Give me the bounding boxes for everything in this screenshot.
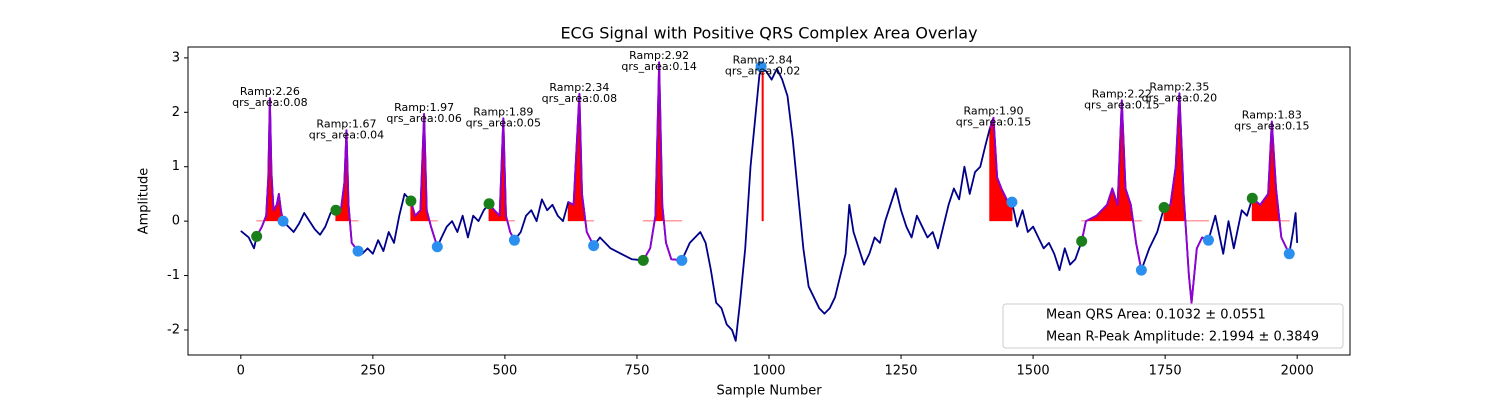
- marker: [1158, 202, 1170, 214]
- y-tick-label: 1: [172, 159, 180, 174]
- marker: [330, 204, 342, 216]
- annotation-line: qrs_area:0.06: [386, 112, 461, 125]
- x-tick-label: 1250: [884, 364, 917, 379]
- x-axis-label: Sample Number: [716, 384, 822, 399]
- annotation-line: Ramp:1.90: [963, 105, 1023, 118]
- marker: [483, 198, 495, 210]
- annotation-line: qrs_area:0.15: [1084, 98, 1159, 111]
- marker: [508, 234, 520, 246]
- annotation-line: qrs_area:0.15: [1234, 120, 1309, 133]
- y-tick-label: 3: [172, 50, 180, 65]
- annotation-line: qrs_area:0.08: [232, 96, 307, 109]
- y-tick-label: 0: [172, 214, 180, 229]
- marker: [637, 254, 649, 266]
- annotation-line: Ramp:1.67: [316, 117, 376, 130]
- y-tick-label: -2: [167, 322, 180, 337]
- chart-title: ECG Signal with Positive QRS Complex Are…: [560, 24, 977, 43]
- marker: [755, 61, 767, 73]
- annotation-line: qrs_area:0.20: [1142, 91, 1217, 104]
- marker: [277, 215, 289, 227]
- annotation-line: qrs_area:0.15: [956, 116, 1031, 129]
- annotation-line: qrs_area:0.05: [466, 116, 541, 129]
- x-tick-label: 1500: [1017, 364, 1050, 379]
- x-tick-label: 2000: [1281, 364, 1314, 379]
- marker: [1135, 264, 1147, 276]
- annotation-line: Ramp:1.89: [473, 105, 533, 118]
- marker: [431, 241, 443, 253]
- marker: [405, 195, 417, 207]
- legend-entry: Mean R-Peak Amplitude: 2.1994 ± 0.3849: [1046, 330, 1319, 345]
- marker: [588, 240, 600, 252]
- annotation-line: Ramp:2.26: [240, 85, 300, 98]
- marker: [676, 254, 688, 266]
- marker: [1006, 196, 1018, 208]
- x-tick-label: 750: [625, 364, 650, 379]
- annotation-line: Ramp:1.97: [394, 101, 454, 114]
- legend-entry: Mean QRS Area: 0.1032 ± 0.0551: [1046, 308, 1266, 323]
- annotation-line: Ramp:2.92: [629, 49, 689, 62]
- plot-area: [240, 61, 1299, 342]
- y-tick-label: 2: [172, 105, 180, 120]
- x-tick-label: 1750: [1149, 364, 1182, 379]
- marker: [251, 230, 263, 242]
- legend-box: [1002, 303, 1344, 349]
- marker: [352, 245, 364, 257]
- y-tick-label: -1: [167, 268, 180, 283]
- x-tick-label: 250: [360, 364, 385, 379]
- y-axis-label: Amplitude: [137, 168, 152, 235]
- marker: [1246, 192, 1258, 204]
- marker: [1202, 234, 1214, 246]
- annotation-line: qrs_area:0.04: [309, 128, 384, 141]
- axes-frame: [187, 46, 1351, 356]
- annotation-line: qrs_area:0.02: [725, 65, 800, 78]
- annotation-line: qrs_area:0.14: [621, 60, 696, 73]
- x-tick-label: 500: [492, 364, 517, 379]
- annotation-line: qrs_area:0.08: [542, 92, 617, 105]
- annotation-line: Ramp:1.83: [1242, 109, 1302, 122]
- annotation-line: Ramp:2.84: [733, 54, 793, 67]
- annotation-line: Ramp:2.34: [549, 81, 609, 94]
- annotation-line: Ramp:2.35: [1149, 80, 1209, 93]
- annotation-line: Ramp:2.22: [1092, 87, 1152, 100]
- x-tick-label: 1000: [752, 364, 785, 379]
- marker: [1283, 248, 1295, 260]
- x-tick-label: 0: [237, 364, 245, 379]
- marker: [1076, 235, 1088, 247]
